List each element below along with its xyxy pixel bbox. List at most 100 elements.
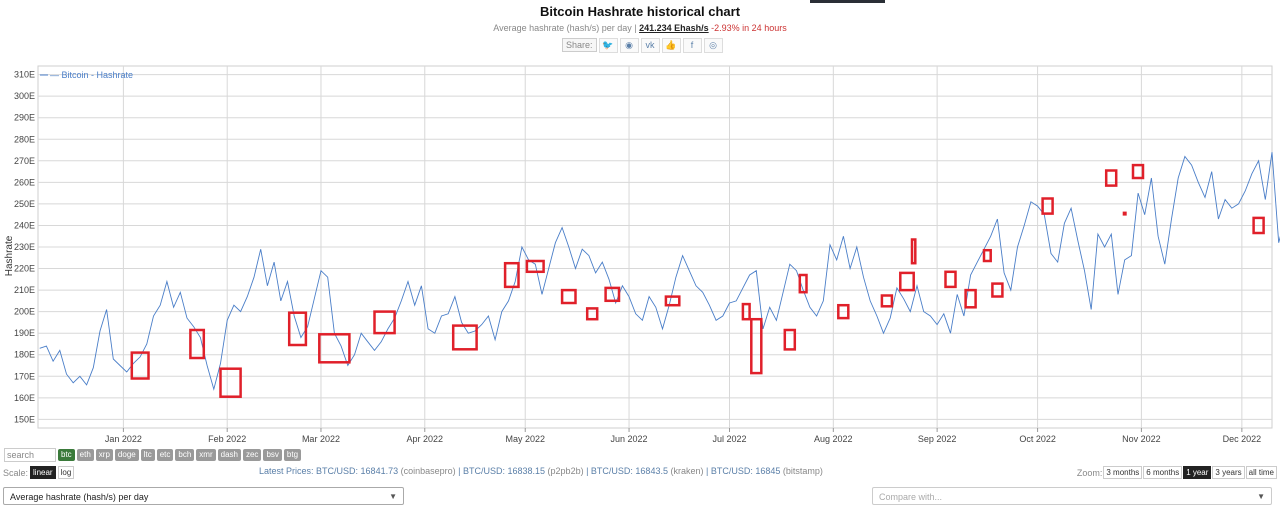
zoom-6-months[interactable]: 6 months [1143, 466, 1183, 479]
search-input[interactable]: search [4, 448, 56, 462]
page-title: Bitcoin Hashrate historical chart [539, 4, 741, 19]
legend[interactable]: — Bitcoin - Hashrate [50, 70, 133, 80]
price-exchange: (coinbasepro) [400, 466, 456, 476]
prices-label: Latest Prices: [259, 466, 314, 476]
y-tick-label: 190E [14, 328, 35, 338]
coin-btg[interactable]: btg [283, 449, 302, 461]
annotation-box [964, 288, 977, 309]
scale-control: Scale: linear log [3, 466, 75, 479]
coin-eth[interactable]: eth [76, 449, 94, 461]
annotation-box [525, 259, 545, 274]
annotation-box [991, 282, 1004, 298]
annotation-box [503, 261, 520, 289]
zoom-1-year[interactable]: 1 year [1183, 466, 1212, 479]
annotation-box [880, 294, 894, 308]
coin-etc[interactable]: etc [156, 449, 174, 461]
y-tick-label: 200E [14, 307, 35, 317]
facebook-icon[interactable]: f [682, 37, 702, 53]
vk-icon[interactable]: vk [640, 37, 660, 53]
y-tick-label: 300E [14, 91, 35, 101]
x-tick-label: Dec 2022 [1223, 434, 1262, 444]
zoom-control: Zoom: 3 months 6 months 1 year 3 years a… [1077, 466, 1277, 479]
annotation-box [1041, 197, 1054, 215]
annotation-box [585, 307, 599, 321]
annotation-box [899, 271, 915, 292]
annotation-box [798, 273, 808, 294]
x-tick-label: Jun 2022 [611, 434, 648, 444]
y-tick-label: 310E [14, 70, 35, 80]
current-hashrate[interactable]: 241.234 Ehash/s [639, 23, 709, 33]
coin-bch[interactable]: bch [175, 449, 195, 461]
annotation-box [130, 351, 150, 380]
twitter-icon[interactable]: 🐦 [598, 37, 618, 53]
coin-zec[interactable]: zec [242, 449, 262, 461]
price-link[interactable]: BTC/USD: 16845 [710, 466, 781, 476]
y-tick-label: 250E [14, 199, 35, 209]
chevron-down-icon: ▼ [389, 492, 397, 501]
hashrate-chart[interactable]: 150E 160E 170E 180E 190E 200E 210E 220E 230E 240E… [0, 58, 1280, 448]
price-link[interactable]: BTC/USD: 16843.5 [590, 466, 668, 476]
weibo-icon[interactable]: ◎ [703, 37, 723, 53]
annotation-box [189, 328, 206, 360]
zoom-3-years[interactable]: 3 years [1212, 466, 1245, 479]
coin-btc[interactable]: btc [58, 449, 75, 461]
annotation-box [219, 367, 242, 398]
like-icon[interactable]: 👍 [661, 37, 681, 53]
y-tick-label: 150E [14, 414, 35, 424]
x-tick-label: Oct 2022 [1019, 434, 1056, 444]
annotation-box [1104, 169, 1118, 187]
price-link[interactable]: BTC/USD: 16841.73 [316, 466, 399, 476]
coin-xrp[interactable]: xrp [95, 449, 113, 461]
zoom-all-time[interactable]: all time [1245, 466, 1277, 479]
scale-log[interactable]: log [57, 466, 75, 479]
price-link[interactable]: BTC/USD: 16838.15 [462, 466, 546, 476]
y-tick-label: 280E [14, 134, 35, 144]
coin-dash[interactable]: dash [217, 449, 241, 461]
latest-prices: Latest Prices: BTC/USD: 16841.73 (coinba… [259, 466, 823, 476]
y-tick-label: 220E [14, 264, 35, 274]
metric-select[interactable]: Average hashrate (hash/s) per day ▼ [3, 487, 404, 505]
annotation-box [910, 238, 917, 265]
x-tick-label: Jul 2022 [712, 434, 746, 444]
change-24h: -2.93% in 24 hours [711, 23, 787, 33]
share-bar: Share: 🐦 ◉ vk 👍 f ◎ [562, 37, 723, 53]
annotation-box [318, 333, 351, 364]
zoom-3-months[interactable]: 3 months [1103, 466, 1143, 479]
annotation-box [604, 286, 621, 303]
annotation-box [1252, 216, 1265, 235]
coin-bsv[interactable]: bsv [263, 449, 282, 461]
annotation-dot [1122, 211, 1127, 216]
y-tick-label: 240E [14, 220, 35, 230]
y-tick-label: 260E [14, 177, 35, 187]
annotation-box [373, 310, 396, 335]
y-tick-label: 270E [14, 156, 35, 166]
x-tick-label: Sep 2022 [918, 434, 957, 444]
subtitle-prefix: Average hashrate (hash/s) per day | [493, 23, 637, 33]
coin-ltc[interactable]: ltc [140, 449, 155, 461]
coin-xmr[interactable]: xmr [196, 449, 216, 461]
scale-label: Scale: [3, 467, 29, 478]
price-exchange: (bitstamp) [782, 466, 823, 476]
chevron-down-icon: ▼ [1257, 492, 1265, 501]
subtitle: Average hashrate (hash/s) per day | 241.… [0, 23, 1280, 33]
y-tick-label: 170E [14, 371, 35, 381]
series-line-hashrate[interactable] [39, 135, 1280, 391]
y-tick-label: 160E [14, 393, 35, 403]
y-axis-label: Hashrate [4, 235, 15, 276]
annotation-box [837, 303, 850, 320]
scale-linear[interactable]: linear [30, 466, 56, 479]
coin-selector: search btc eth xrp doge ltc etc bch xmr … [4, 448, 302, 462]
x-tick-label: Aug 2022 [814, 434, 853, 444]
compare-placeholder: Compare with... [879, 492, 943, 502]
annotation-box [287, 311, 308, 347]
annotation-box [741, 302, 751, 321]
annotation-box [750, 317, 763, 375]
reddit-icon[interactable]: ◉ [619, 37, 639, 53]
coin-doge[interactable]: doge [114, 449, 139, 461]
annotation-box [944, 270, 957, 289]
compare-select[interactable]: Compare with... ▼ [872, 487, 1272, 505]
y-tick-label: 230E [14, 242, 35, 252]
share-label: Share: [562, 38, 597, 52]
x-tick-label: Jan 2022 [105, 434, 142, 444]
metric-select-value: Average hashrate (hash/s) per day [10, 492, 149, 502]
